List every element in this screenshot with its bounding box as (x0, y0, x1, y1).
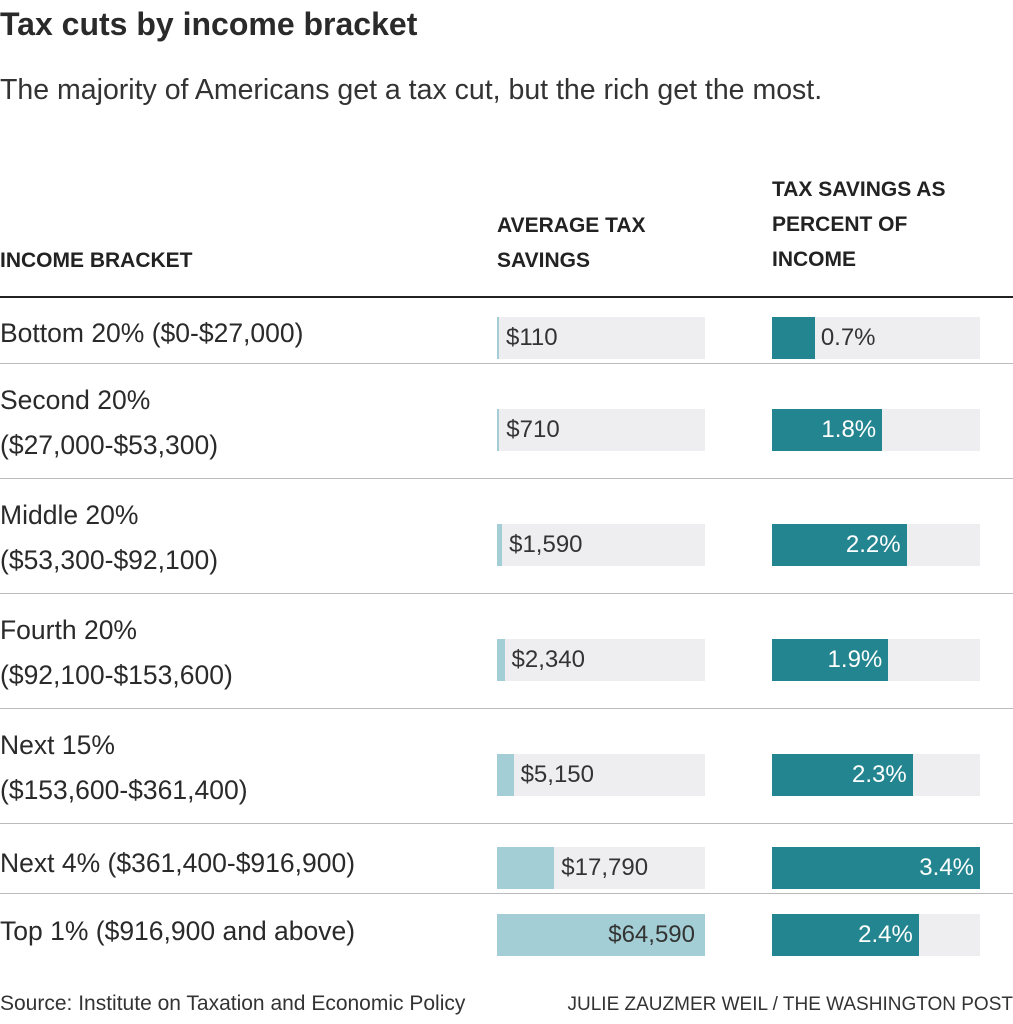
percent-value-label: 3.4% (919, 854, 974, 881)
income-bracket-label: Next 4% ($361,400-$916,900) (0, 841, 355, 886)
percent-bar-track: 0.7% (772, 317, 980, 359)
header-rule (0, 296, 1013, 298)
row-divider (0, 823, 1013, 824)
column-header-income-bracket: INCOME BRACKET (0, 249, 193, 272)
percent-value-label: 0.7% (820, 324, 876, 351)
column-header-percent-of-income: TAX SAVINGS AS PERCENT OF INCOME (772, 178, 946, 271)
source-note: Source: Institute on Taxation and Econom… (0, 992, 466, 1015)
savings-value-label: $17,790 (561, 854, 649, 881)
savings-bar (497, 409, 500, 451)
percent-bar (772, 409, 883, 451)
row-divider (0, 478, 1013, 479)
percent-value-label: 1.8% (821, 416, 877, 443)
savings-value-label: $1,590 (509, 531, 583, 558)
income-bracket-label: Top 1% ($916,900 and above) (0, 909, 355, 954)
percent-value-label: 2.3% (852, 761, 907, 788)
income-bracket-line: Fourth 20% (0, 615, 137, 645)
income-bracket-line: ($27,000-$53,300) (0, 430, 219, 460)
savings-value-label: $64,590 (608, 921, 695, 948)
income-bracket-line: Next 4% ($361,400-$916,900) (0, 848, 356, 878)
income-bracket-label: Next 15% ($153,600-$361,400) (0, 723, 248, 813)
income-bracket-line: Second 20% (0, 385, 151, 415)
savings-bar (497, 639, 505, 681)
percent-value-label: 2.2% (845, 531, 901, 558)
savings-bar-track: $1,590 (497, 524, 705, 566)
percent-value-label: 1.9% (827, 646, 883, 673)
percent-bar (772, 754, 913, 796)
percent-value-label: 2.4% (858, 921, 913, 948)
column-header-average-tax-savings: AVERAGE TAX SAVINGS (497, 214, 646, 272)
savings-bar (497, 524, 503, 566)
savings-bar (497, 847, 555, 889)
income-bracket-label: Bottom 20% ($0-$27,000) (0, 311, 303, 356)
percent-bar (772, 914, 919, 956)
savings-value-label: $2,340 (511, 646, 585, 673)
percent-bar-track: 3.4% (772, 847, 980, 889)
savings-value-label: $5,150 (520, 761, 594, 788)
percent-bar (772, 847, 980, 889)
percent-bar (772, 524, 907, 566)
savings-bar-track: $64,590 (497, 914, 705, 956)
income-bracket-label: Fourth 20% ($92,100-$153,600) (0, 608, 233, 698)
savings-bar (497, 914, 705, 956)
income-bracket-line: Top 1% ($916,900 and above) (0, 916, 356, 946)
percent-bar-track: 1.9% (772, 639, 980, 681)
row-divider (0, 363, 1013, 364)
percent-bar-track: 2.2% (772, 524, 980, 566)
percent-bar (772, 317, 815, 359)
savings-bar (497, 754, 514, 796)
income-bracket-line: Middle 20% (0, 500, 139, 530)
savings-bar-track: $17,790 (497, 847, 705, 889)
income-bracket-line: ($153,600-$361,400) (0, 775, 248, 805)
chart-subtitle: The majority of Americans get a tax cut,… (0, 74, 823, 106)
percent-bar-track: 1.8% (772, 409, 980, 451)
row-divider (0, 893, 1013, 894)
credit-line: Julie Zauzmer Weil / The Washington Post (567, 994, 1013, 1015)
percent-bar-track: 2.3% (772, 754, 980, 796)
percent-bar (772, 639, 889, 681)
savings-bar (497, 317, 499, 359)
row-divider (0, 708, 1013, 709)
income-bracket-line: Bottom 20% ($0-$27,000) (0, 318, 304, 348)
savings-value-label: $110 (506, 324, 558, 351)
income-bracket-label: Middle 20% ($53,300-$92,100) (0, 493, 218, 583)
savings-bar-track: $2,340 (497, 639, 705, 681)
row-divider (0, 593, 1013, 594)
income-bracket-line: ($53,300-$92,100) (0, 545, 219, 575)
chart-title: Tax cuts by income bracket (0, 6, 418, 42)
percent-bar-track: 2.4% (772, 914, 980, 956)
income-bracket-line: Next 15% (0, 730, 115, 760)
income-bracket-line: ($92,100-$153,600) (0, 660, 233, 690)
savings-bar-track: $710 (497, 409, 705, 451)
savings-value-label: $710 (506, 416, 560, 443)
income-bracket-label: Second 20% ($27,000-$53,300) (0, 378, 218, 468)
savings-bar-track: $110 (497, 317, 705, 359)
savings-bar-track: $5,150 (497, 754, 705, 796)
